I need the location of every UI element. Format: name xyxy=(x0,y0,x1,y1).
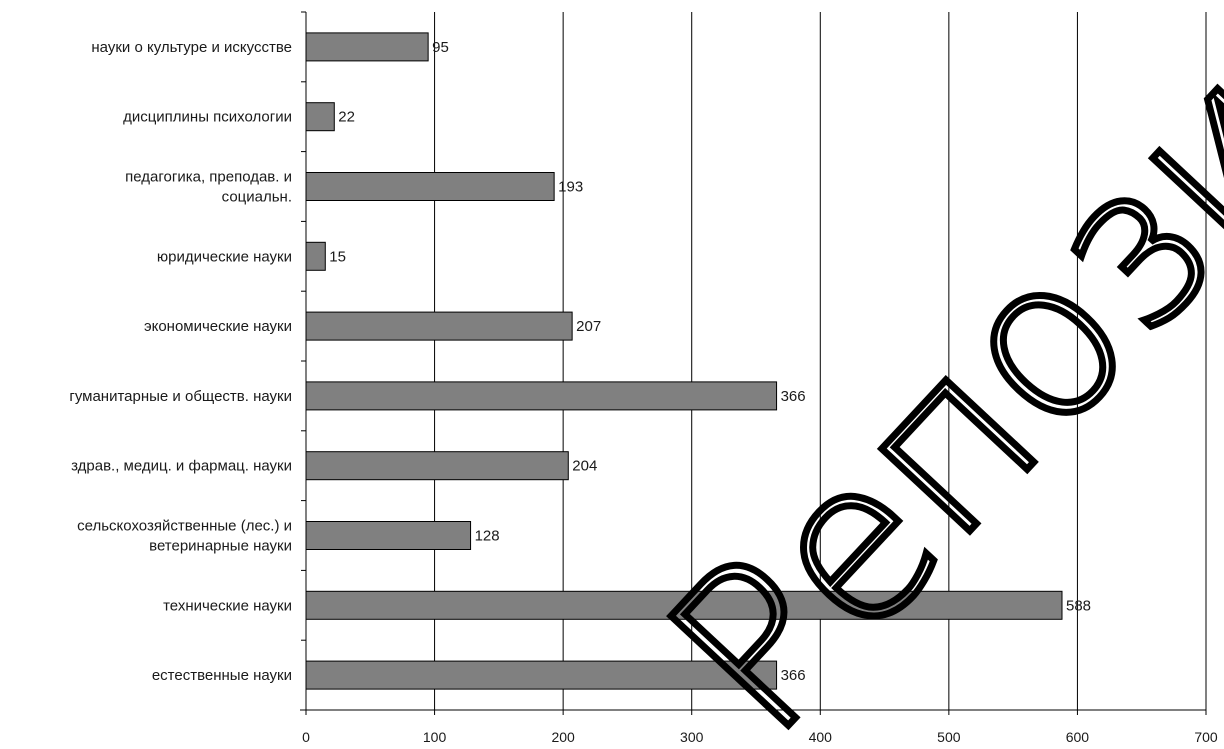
category-label: экономические науки xyxy=(144,318,292,335)
bar xyxy=(305,590,1063,620)
category-label: науки о культуре и искусстве xyxy=(91,39,292,56)
x-tick-label: 700 xyxy=(1194,729,1218,745)
bar xyxy=(305,381,778,411)
bar xyxy=(305,172,555,201)
watermark-text: Репозиторий ВГУ xyxy=(621,0,1224,749)
category-label-line: технические науки xyxy=(163,597,292,614)
data-label: 204 xyxy=(572,458,597,475)
data-label: 22 xyxy=(338,109,355,126)
labels: 0 100 200 300 400 500 600 700 95 науки о культуре… xyxy=(69,39,1218,745)
category-label: гуманитарные и обществ. науки xyxy=(69,388,292,405)
data-label: 366 xyxy=(781,388,806,405)
bar xyxy=(305,451,569,481)
category-label-line: здрав., медиц. и фармац. науки xyxy=(71,458,292,475)
data-label: 366 xyxy=(781,667,806,684)
bar xyxy=(305,660,778,690)
data-label: 128 xyxy=(475,528,500,545)
category-label-line: юридические науки xyxy=(157,248,292,265)
bar xyxy=(305,311,573,341)
data-label: 588 xyxy=(1066,597,1091,614)
axes xyxy=(300,11,1207,715)
category-label: технические науки xyxy=(163,597,292,614)
category-label: сельскохозяйственные (лес.) и ветеринарны… xyxy=(77,518,292,555)
category-label: дисциплины психологии xyxy=(123,109,292,126)
category-label: естественные науки xyxy=(152,667,292,684)
category-label-line: социальн. xyxy=(222,189,292,206)
x-tick-label: 0 xyxy=(302,729,310,745)
category-label: юридические науки xyxy=(157,248,292,265)
category-label-line: ветеринарные науки xyxy=(149,538,292,555)
category-label-line: гуманитарные и обществ. науки xyxy=(69,388,292,405)
x-tick-label: 300 xyxy=(680,729,704,745)
bar xyxy=(305,521,472,550)
x-tick-label: 100 xyxy=(423,729,447,745)
category-label: здрав., медиц. и фармац. науки xyxy=(71,458,292,475)
category-label-line: педагогика, преподав. и xyxy=(125,169,292,186)
watermark: Репозиторий ВГУ xyxy=(617,0,1224,749)
bars xyxy=(305,32,1063,690)
x-tick-label: 400 xyxy=(809,729,833,745)
category-label-line: экономические науки xyxy=(144,318,292,335)
bar xyxy=(305,102,335,132)
x-tick-label: 500 xyxy=(937,729,961,745)
x-tick-label: 600 xyxy=(1066,729,1090,745)
category-label-line: естественные науки xyxy=(152,667,292,684)
category-label-line: дисциплины психологии xyxy=(123,109,292,126)
data-label: 207 xyxy=(576,318,601,335)
bar xyxy=(305,32,429,62)
bar xyxy=(305,241,326,271)
data-label: 15 xyxy=(329,248,346,265)
x-tick-label: 200 xyxy=(551,729,575,745)
category-label-line: науки о культуре и искусстве xyxy=(91,39,292,56)
data-label: 193 xyxy=(558,179,583,196)
category-label-line: сельскохозяйственные (лес.) и xyxy=(77,518,292,535)
data-label: 95 xyxy=(432,39,449,56)
category-label: педагогика, преподав. и социальн. xyxy=(125,169,292,206)
grid-lines xyxy=(434,12,1207,710)
